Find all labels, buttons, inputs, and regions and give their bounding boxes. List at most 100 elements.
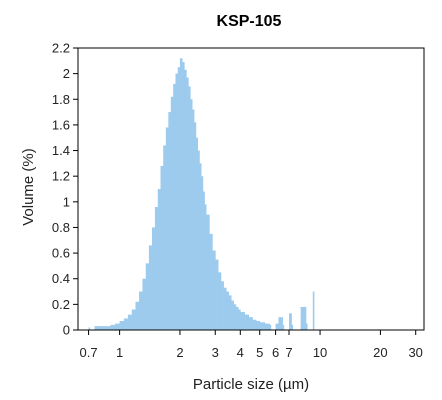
bar-0-37 xyxy=(201,176,204,330)
x-tick-label-0: 0.7 xyxy=(80,345,98,360)
x-tick-label-5: 5 xyxy=(256,345,263,360)
y-tick-label-4: 0.8 xyxy=(52,220,70,235)
bar-0-42 xyxy=(212,250,216,330)
y-tick-label-6: 1.2 xyxy=(52,169,70,184)
x-tick-label-8: 10 xyxy=(313,345,327,360)
x-tick-label-2: 2 xyxy=(176,345,183,360)
bar-0-8 xyxy=(127,314,133,330)
bar-0-61 xyxy=(275,323,279,330)
bar-0-13 xyxy=(145,263,150,330)
bar-0-7 xyxy=(123,318,129,330)
bar-0-28 xyxy=(184,69,187,330)
bar-0-24 xyxy=(175,73,179,330)
bar-0-38 xyxy=(202,191,205,330)
bar-0-58 xyxy=(259,322,266,330)
bar-0-57 xyxy=(256,321,261,330)
x-tick-label-6: 6 xyxy=(272,345,279,360)
bar-0-31 xyxy=(190,99,193,331)
y-tick-label-8: 1.6 xyxy=(52,117,70,132)
bar-0-48 xyxy=(228,295,232,330)
bar-0-66 xyxy=(300,306,307,330)
x-tick-label-1: 1 xyxy=(116,345,123,360)
bar-0-59 xyxy=(264,323,270,330)
bar-0-47 xyxy=(226,291,230,330)
bar-0-3 xyxy=(105,326,111,330)
bar-0-46 xyxy=(223,287,227,330)
bar-0-55 xyxy=(248,317,253,330)
y-tick-label-5: 1 xyxy=(63,194,70,209)
bar-0-16 xyxy=(154,206,159,330)
bar-0-65 xyxy=(291,324,294,330)
bar-0-23 xyxy=(173,83,176,330)
histogram-bars xyxy=(88,58,315,331)
bar-0-18 xyxy=(160,165,164,330)
y-tick-label-9: 1.8 xyxy=(52,92,70,107)
x-tick-label-9: 20 xyxy=(373,345,387,360)
y-tick-label-10: 2 xyxy=(63,66,70,81)
bar-0-6 xyxy=(119,321,125,330)
x-tick-label-10: 30 xyxy=(408,345,422,360)
bar-0-21 xyxy=(168,112,172,330)
bar-0-51 xyxy=(235,306,239,330)
bar-0-4 xyxy=(110,324,116,330)
y-tick-label-2: 0.4 xyxy=(52,271,70,286)
bar-0-54 xyxy=(244,314,249,330)
bar-0-30 xyxy=(188,86,191,330)
x-tick-label-4: 4 xyxy=(237,345,244,360)
bar-0-22 xyxy=(170,96,174,331)
bar-0-0 xyxy=(88,327,91,330)
chart-title: KSP-105 xyxy=(217,13,282,30)
y-tick-label-3: 0.6 xyxy=(52,246,70,261)
bar-0-56 xyxy=(252,319,257,330)
bar-0-44 xyxy=(218,272,222,330)
bar-0-17 xyxy=(157,189,161,330)
bar-0-33 xyxy=(194,122,197,330)
bar-0-41 xyxy=(209,233,213,330)
bar-0-27 xyxy=(182,62,185,330)
bar-0-67 xyxy=(305,323,308,330)
bar-0-52 xyxy=(238,309,241,330)
y-tick-label-1: 0.2 xyxy=(52,297,70,312)
bar-0-68 xyxy=(312,291,315,330)
bar-0-19 xyxy=(163,145,167,330)
bar-0-12 xyxy=(142,278,147,330)
bar-0-64 xyxy=(289,313,292,330)
bar-0-9 xyxy=(131,309,136,330)
bar-0-45 xyxy=(220,281,224,330)
bar-0-11 xyxy=(139,291,143,330)
bar-0-32 xyxy=(192,109,195,330)
bar-0-36 xyxy=(199,163,202,330)
bar-0-49 xyxy=(231,300,234,330)
bar-0-14 xyxy=(148,245,153,330)
bar-0-10 xyxy=(135,301,140,330)
bar-0-1 xyxy=(94,326,101,330)
bar-0-26 xyxy=(179,58,183,330)
y-tick-label-0: 0 xyxy=(63,323,70,338)
y-axis-label: Volume (%) xyxy=(20,148,37,226)
bar-0-2 xyxy=(100,326,106,330)
x-tick-label-7: 7 xyxy=(285,345,292,360)
bar-0-35 xyxy=(197,150,200,330)
x-tick-label-3: 3 xyxy=(212,345,219,360)
bar-0-50 xyxy=(233,304,237,330)
bar-0-15 xyxy=(151,227,156,330)
y-tick-label-7: 1.4 xyxy=(52,143,70,158)
bar-0-5 xyxy=(115,323,121,330)
bar-0-20 xyxy=(165,127,169,330)
bar-0-63 xyxy=(282,324,285,330)
y-axis: 0 0.2 0.4 0.6 0.8 1 1.2 1.4 1.6 1.8 2 2.2 xyxy=(52,41,78,338)
bar-0-40 xyxy=(206,214,210,330)
bar-0-60 xyxy=(269,324,272,330)
bar-0-39 xyxy=(204,204,207,330)
bar-0-53 xyxy=(240,312,245,330)
bar-0-25 xyxy=(177,67,181,330)
x-axis: 0.7 1 2 3 4 5 6 7 10 20 30 xyxy=(80,330,423,360)
bar-0-62 xyxy=(278,317,283,330)
x-axis-label: Particle size (µm) xyxy=(193,376,309,393)
bar-0-34 xyxy=(195,137,199,330)
bar-0-43 xyxy=(215,259,219,330)
y-tick-label-11: 2.2 xyxy=(52,41,70,56)
plot-frame xyxy=(77,47,425,331)
bar-0-29 xyxy=(186,77,189,330)
